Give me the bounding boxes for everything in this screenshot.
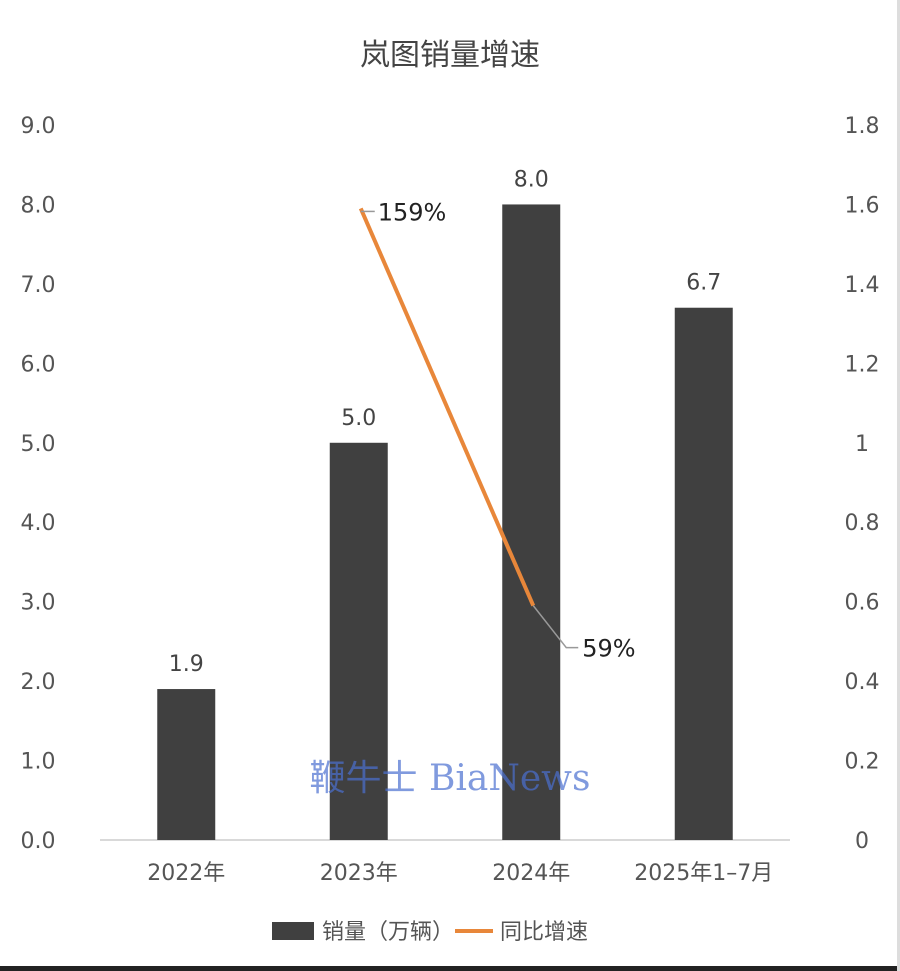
y-left-tick-label: 3.0 xyxy=(21,591,56,616)
legend-bar-label: 销量（万辆） xyxy=(322,920,454,945)
y-right-tick-label: 0 xyxy=(855,829,869,854)
watermark: 鞭牛士 BiaNews xyxy=(310,758,591,799)
bar-data-label: 8.0 xyxy=(514,167,549,192)
legend-line-label: 同比增速 xyxy=(500,920,588,945)
y-left-tick-label: 1.0 xyxy=(21,750,56,775)
bar xyxy=(674,307,733,840)
y-left-tick-label: 7.0 xyxy=(21,273,56,298)
bar xyxy=(502,204,561,840)
y-left-tick-label: 9.0 xyxy=(21,114,56,139)
x-tick-label: 2025年1–7月 xyxy=(634,861,773,886)
chart-title: 岚图销量增速 xyxy=(360,38,540,73)
y-left-tick-label: 6.0 xyxy=(21,352,56,377)
y-left-tick-label: 0.0 xyxy=(21,829,56,854)
y-right-tick-label: 1.4 xyxy=(845,273,880,298)
y-right-tick-label: 0.4 xyxy=(845,670,880,695)
line-data-label: 59% xyxy=(582,635,635,663)
line-data-label: 159% xyxy=(378,198,447,226)
growth-line xyxy=(358,207,536,607)
y-left-tick-label: 8.0 xyxy=(21,193,56,218)
y-right-tick-label: 0.8 xyxy=(845,511,880,536)
bottom-border xyxy=(0,966,900,971)
y-right-tick-label: 0.6 xyxy=(845,591,880,616)
y-left-tick-label: 2.0 xyxy=(21,670,56,695)
y-right-tick-label: 0.2 xyxy=(845,750,880,775)
y-right-tick-label: 1.6 xyxy=(845,193,880,218)
y-left-tick-label: 4.0 xyxy=(21,511,56,536)
y-right-tick-label: 1.8 xyxy=(845,114,880,139)
bar-data-label: 1.9 xyxy=(169,652,204,677)
x-tick-label: 2024年 xyxy=(492,861,570,886)
leader-line xyxy=(532,605,579,649)
y-right-tick-label: 1.2 xyxy=(845,352,880,377)
x-tick-label: 2022年 xyxy=(147,861,225,886)
bar xyxy=(329,442,388,840)
legend-bar-swatch xyxy=(272,922,314,940)
bar-data-label: 5.0 xyxy=(341,406,376,431)
bar xyxy=(157,689,216,840)
bar-data-label: 6.7 xyxy=(686,271,721,296)
x-tick-label: 2023年 xyxy=(320,861,398,886)
y-left-tick-label: 5.0 xyxy=(21,432,56,457)
right-border xyxy=(897,0,900,971)
y-right-tick-label: 1 xyxy=(855,432,869,457)
